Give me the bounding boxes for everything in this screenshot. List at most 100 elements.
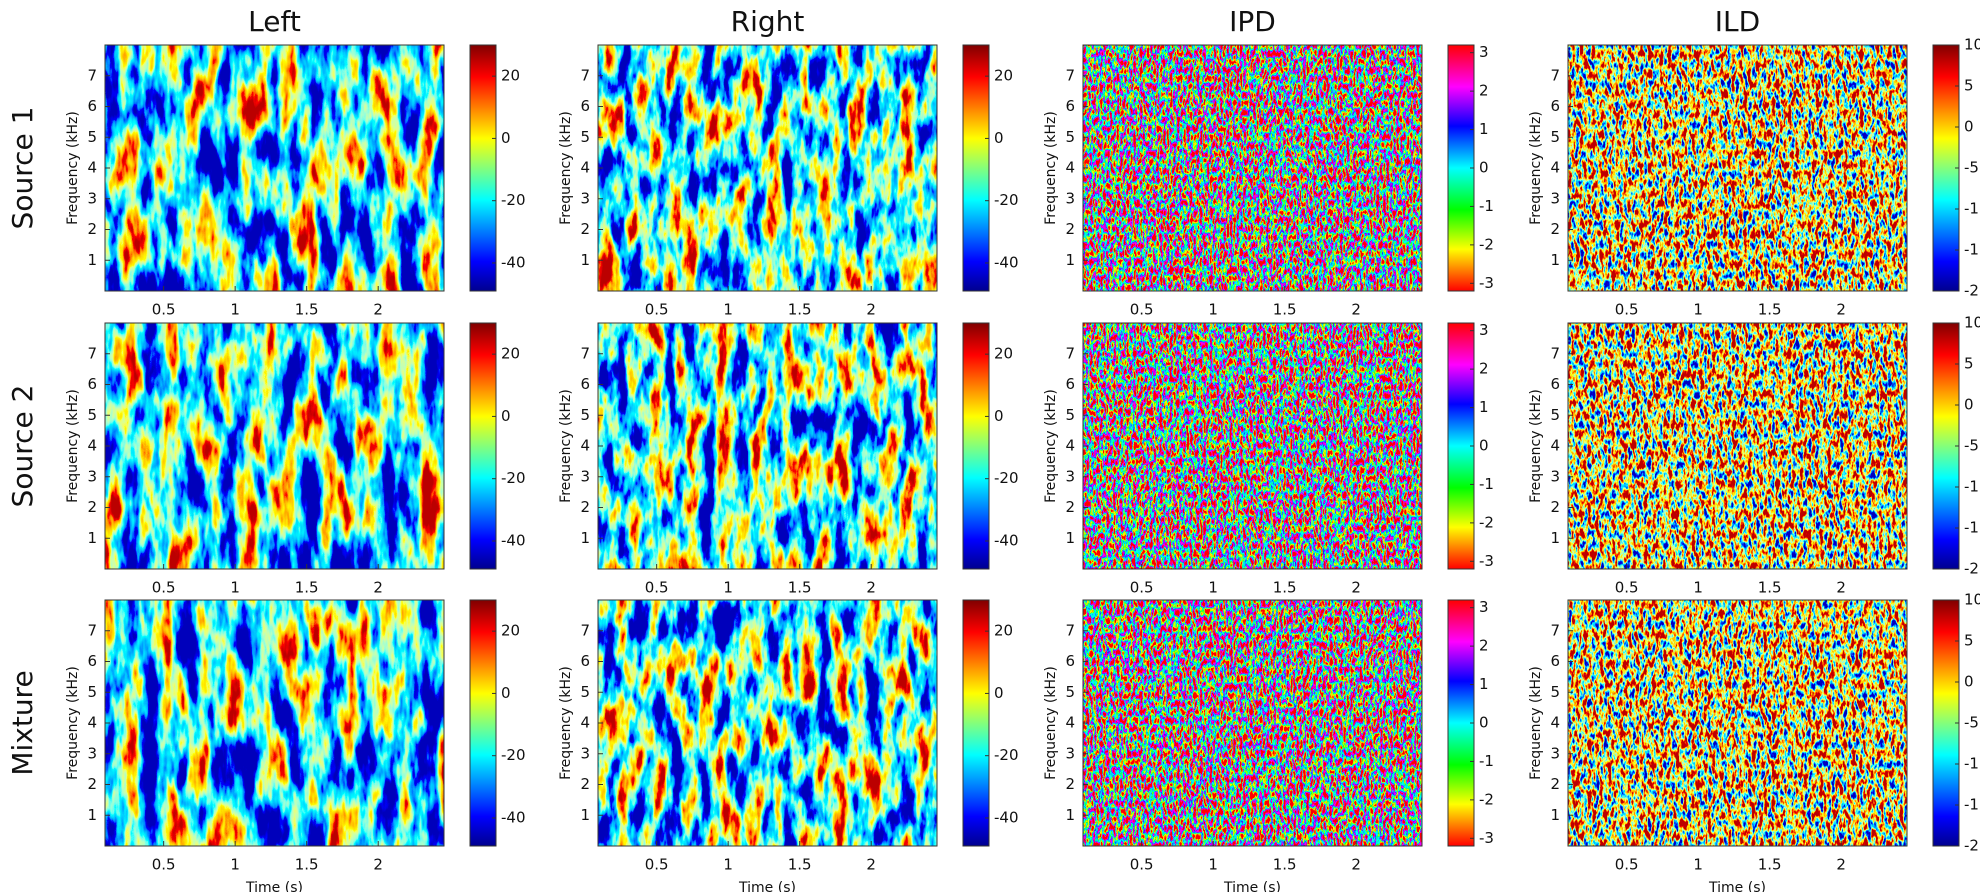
y-tick-label: 4 bbox=[1550, 714, 1560, 732]
y-tick-label: 6 bbox=[1550, 97, 1560, 115]
y-tick-label: 2 bbox=[87, 220, 97, 238]
spectrogram-image bbox=[1568, 45, 1907, 291]
colorbar-tick-label: 0 bbox=[1964, 396, 1974, 414]
colorbar-tick-label: 10 bbox=[1964, 36, 1980, 54]
y-tick-label: 2 bbox=[1550, 220, 1560, 238]
y-tick-label: 7 bbox=[580, 621, 590, 639]
x-tick-label: 0.5 bbox=[1130, 579, 1154, 597]
colorbar-tick-label: -40 bbox=[994, 253, 1019, 271]
y-tick-label: 2 bbox=[1065, 498, 1075, 516]
colorbar-tick-label: -3 bbox=[1479, 552, 1494, 570]
colorbar-tick-label: 2 bbox=[1479, 82, 1489, 100]
x-tick-label: 2 bbox=[1351, 856, 1361, 874]
colorbar-tick-label: -15 bbox=[1964, 519, 1980, 537]
y-tick-label: 5 bbox=[580, 128, 590, 146]
y-axis-label: Frequency (kHz) bbox=[65, 666, 81, 780]
x-tick-label: 1 bbox=[1693, 856, 1703, 874]
y-tick-label: 7 bbox=[1550, 344, 1560, 362]
y-tick-label: 3 bbox=[1065, 744, 1075, 762]
y-tick-label: 4 bbox=[87, 437, 97, 455]
y-axis-label: Frequency (kHz) bbox=[558, 111, 574, 225]
y-axis-label: Frequency (kHz) bbox=[558, 389, 574, 503]
spectrogram-image bbox=[1083, 45, 1422, 291]
x-tick-label: 1 bbox=[1693, 579, 1703, 597]
y-tick-label: 2 bbox=[580, 498, 590, 516]
x-tick-label: 1.5 bbox=[1758, 301, 1782, 319]
colorbar-tick-label: -1 bbox=[1479, 475, 1494, 493]
x-tick-label: 0.5 bbox=[152, 856, 176, 874]
y-tick-label: 6 bbox=[87, 652, 97, 670]
x-tick-label: 0.5 bbox=[645, 301, 669, 319]
colorbar-tick-label: 20 bbox=[501, 67, 520, 85]
y-tick-label: 5 bbox=[87, 128, 97, 146]
colorbar-tick-label: 2 bbox=[1479, 360, 1489, 378]
x-tick-label: 0.5 bbox=[1615, 856, 1639, 874]
y-tick-label: 6 bbox=[580, 652, 590, 670]
x-tick-label: 1 bbox=[1693, 301, 1703, 319]
colorbar-tick-label: -2 bbox=[1479, 513, 1494, 531]
y-tick-label: 4 bbox=[1065, 437, 1075, 455]
x-tick-label: 1.5 bbox=[1758, 856, 1782, 874]
y-tick-label: 3 bbox=[1065, 467, 1075, 485]
x-tick-label: 1 bbox=[723, 301, 733, 319]
colorbar bbox=[962, 44, 990, 292]
y-tick-label: 4 bbox=[580, 437, 590, 455]
y-tick-label: 6 bbox=[1065, 375, 1075, 393]
row-title: Source 2 bbox=[6, 385, 39, 508]
y-tick-label: 5 bbox=[580, 683, 590, 701]
x-tick-label: 2 bbox=[373, 856, 383, 874]
colorbar-tick-label: 0 bbox=[1479, 714, 1489, 732]
y-tick-label: 5 bbox=[580, 406, 590, 424]
y-axis-label: Frequency (kHz) bbox=[1528, 389, 1544, 503]
colorbar-tick-label: -5 bbox=[1964, 714, 1979, 732]
colorbar-tick-label: 1 bbox=[1479, 120, 1489, 138]
x-tick-label: 2 bbox=[1836, 856, 1846, 874]
y-tick-label: 6 bbox=[87, 97, 97, 115]
spectrogram-image bbox=[105, 45, 444, 291]
colorbar-tick-label: -20 bbox=[501, 469, 526, 487]
colorbar bbox=[962, 322, 990, 570]
colorbar bbox=[1932, 44, 1960, 292]
colorbar bbox=[1447, 599, 1475, 847]
y-tick-label: 5 bbox=[87, 406, 97, 424]
x-tick-label: 1 bbox=[1208, 579, 1218, 597]
y-tick-label: 6 bbox=[87, 375, 97, 393]
y-tick-label: 1 bbox=[1065, 806, 1075, 824]
y-tick-label: 7 bbox=[87, 621, 97, 639]
x-tick-label: 1.5 bbox=[788, 579, 812, 597]
x-tick-label: 1 bbox=[230, 856, 240, 874]
colorbar-tick-label: -10 bbox=[1964, 478, 1980, 496]
spectrogram-image bbox=[598, 45, 937, 291]
x-tick-label: 2 bbox=[1836, 301, 1846, 319]
spectrogram-image bbox=[1568, 323, 1907, 569]
colorbar-tick-label: -15 bbox=[1964, 241, 1980, 259]
colorbar-tick-label: 0 bbox=[994, 129, 1004, 147]
x-tick-label: 1.5 bbox=[1273, 301, 1297, 319]
y-tick-label: 7 bbox=[1550, 66, 1560, 84]
colorbar-tick-label: -20 bbox=[1964, 282, 1980, 300]
colorbar-tick-label: -1 bbox=[1479, 197, 1494, 215]
y-tick-label: 4 bbox=[1065, 714, 1075, 732]
y-axis-label: Frequency (kHz) bbox=[65, 389, 81, 503]
colorbar-tick-label: 0 bbox=[1479, 437, 1489, 455]
y-tick-label: 3 bbox=[580, 189, 590, 207]
y-axis-label: Frequency (kHz) bbox=[1528, 666, 1544, 780]
y-axis-label: Frequency (kHz) bbox=[1043, 111, 1059, 225]
y-tick-label: 1 bbox=[1550, 251, 1560, 269]
y-tick-label: 3 bbox=[87, 189, 97, 207]
y-tick-label: 4 bbox=[1065, 159, 1075, 177]
x-tick-label: 0.5 bbox=[152, 301, 176, 319]
y-tick-label: 2 bbox=[1550, 775, 1560, 793]
colorbar-tick-label: 0 bbox=[1964, 673, 1974, 691]
y-tick-label: 2 bbox=[1065, 220, 1075, 238]
y-tick-label: 1 bbox=[580, 251, 590, 269]
colorbar-tick-label: 20 bbox=[994, 67, 1013, 85]
colorbar-tick-label: -5 bbox=[1964, 437, 1979, 455]
y-tick-label: 3 bbox=[1550, 744, 1560, 762]
y-tick-label: 7 bbox=[580, 66, 590, 84]
y-tick-label: 7 bbox=[1065, 66, 1075, 84]
row-title: Mixture bbox=[6, 670, 39, 775]
x-axis-label: Time (s) bbox=[245, 880, 303, 892]
x-tick-label: 1.5 bbox=[295, 579, 319, 597]
